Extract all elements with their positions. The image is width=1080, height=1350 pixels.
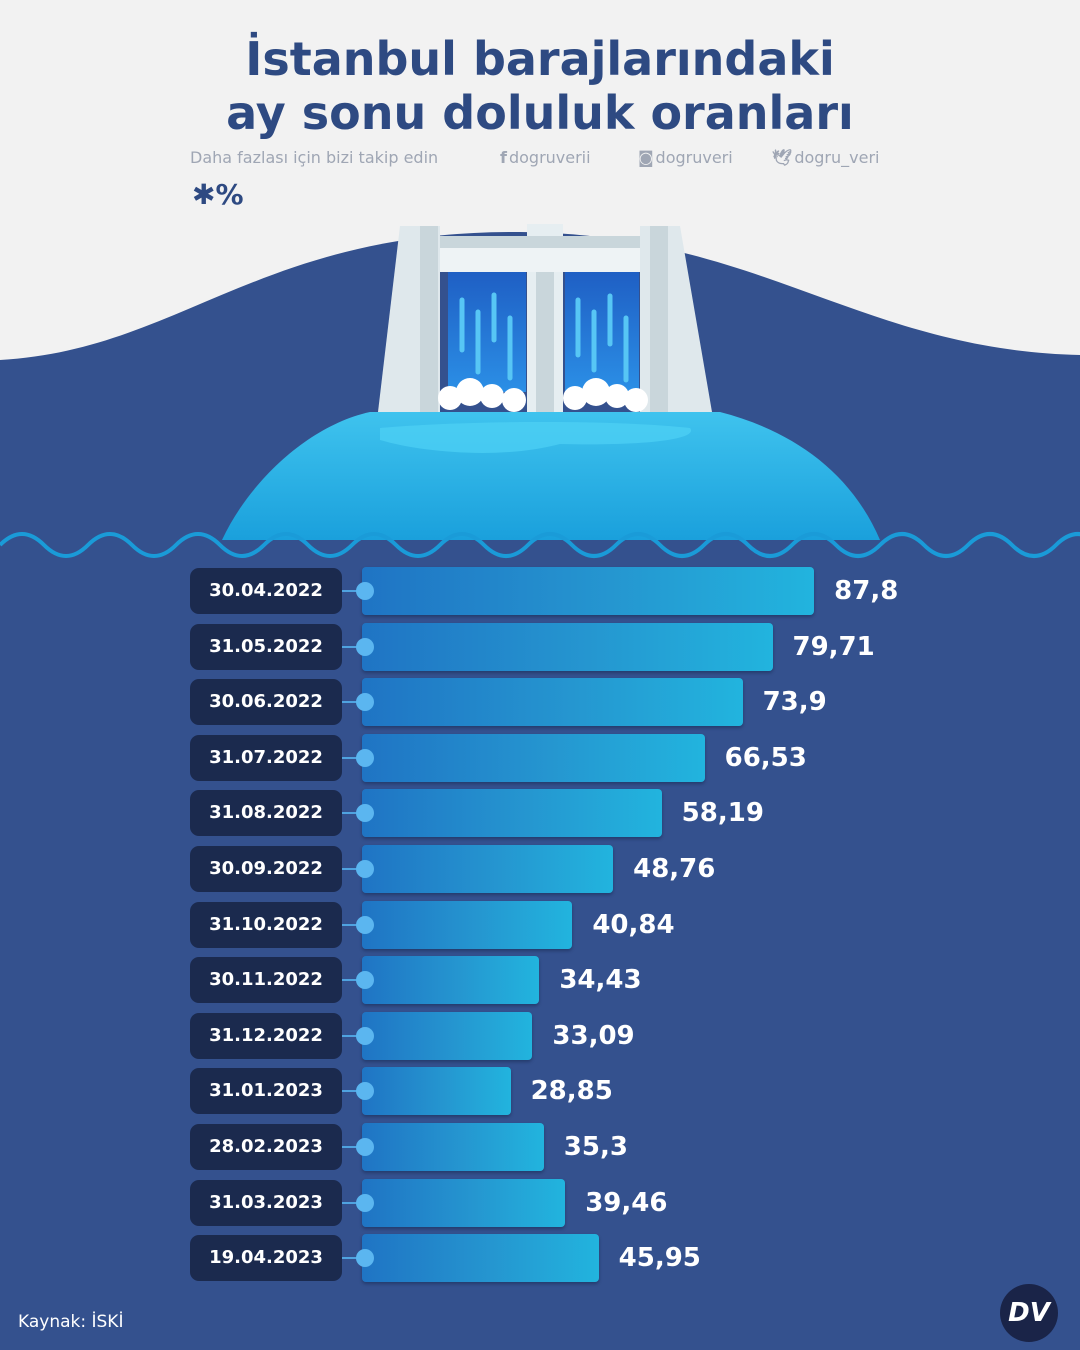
- social-links: Daha fazlası için bizi takip edin f dogru…: [190, 148, 890, 170]
- data-label: 79,71: [792, 631, 875, 662]
- instagram-icon: ◙: [638, 148, 654, 167]
- bar-dot: [356, 1249, 374, 1268]
- facebook-link[interactable]: f dogruverii: [500, 148, 591, 167]
- connector-line: [342, 701, 364, 704]
- bar-dot: [356, 1082, 374, 1101]
- bar-row: 28.02.2023 35,3: [0, 1123, 1080, 1171]
- twitter-icon: 🕊: [772, 148, 793, 167]
- data-label: 73,9: [762, 687, 827, 718]
- title-line-2: ay sonu doluluk oranları: [226, 86, 854, 140]
- bar-dot: [356, 971, 374, 990]
- connector-line: [342, 1146, 364, 1148]
- data-label: 58,19: [681, 798, 764, 829]
- bar-dot: [356, 637, 374, 656]
- twitter-link[interactable]: 🕊 dogru_veri: [772, 148, 879, 167]
- bar-dot: [356, 1138, 374, 1156]
- category-label: 30.11.2022: [190, 957, 342, 1004]
- bar: [362, 956, 540, 1005]
- connector-line: [342, 645, 364, 648]
- bar-dot: [356, 915, 374, 934]
- bar-row: 31.07.2022 66,53: [0, 733, 1080, 782]
- category-label: 19.04.2023: [190, 1235, 342, 1282]
- source-label: Kaynak: İSKİ: [18, 1312, 124, 1332]
- wave-line: [0, 532, 1080, 558]
- connector-line: [342, 1034, 364, 1037]
- bar-dot: [356, 693, 374, 712]
- bar-row: 31.10.2022 40,84: [0, 900, 1080, 949]
- bar: [362, 900, 573, 949]
- data-label: 66,53: [724, 742, 807, 773]
- data-label: 48,76: [633, 854, 716, 884]
- category-label: 31.12.2022: [190, 1012, 342, 1059]
- bar-dot: [356, 860, 374, 878]
- data-label: 87,8: [834, 576, 899, 606]
- category-label: 31.10.2022: [190, 901, 342, 948]
- bar: [362, 1178, 566, 1227]
- category-label: 30.04.2022: [190, 568, 342, 614]
- bar-row: 30.06.2022 73,9: [0, 678, 1080, 727]
- category-label: 31.05.2022: [190, 623, 342, 670]
- category-label: 30.06.2022: [190, 679, 342, 726]
- twitter-handle: dogru_veri: [794, 148, 880, 167]
- connector-line: [342, 868, 364, 870]
- bar: [362, 845, 614, 893]
- bar-row: 19.04.2023 45,95: [0, 1234, 1080, 1283]
- page-title: İstanbul barajlarındaki ay sonu doluluk …: [0, 32, 1080, 140]
- bar-dot: [356, 804, 374, 823]
- bar-row: 31.05.2022 79,71: [0, 622, 1080, 671]
- bar: [362, 1067, 511, 1116]
- category-label: 28.02.2023: [190, 1124, 342, 1170]
- bar-dot: [356, 1193, 374, 1212]
- facebook-icon: f: [500, 148, 507, 167]
- connector-line: [342, 1257, 364, 1260]
- data-label: 34,43: [559, 965, 642, 996]
- bar-dot: [356, 1026, 374, 1045]
- connector-line: [342, 979, 364, 982]
- bar-row: 31.03.2023 39,46: [0, 1178, 1080, 1227]
- connector-line: [342, 1201, 364, 1204]
- follow-text: Daha fazlası için bizi takip edin: [190, 148, 439, 167]
- connector-line: [342, 923, 364, 926]
- category-label: 30.09.2022: [190, 846, 342, 892]
- data-label: 40,84: [592, 909, 675, 940]
- data-label: 39,46: [585, 1187, 668, 1218]
- bar: [362, 1011, 533, 1060]
- bar-dot: [356, 582, 374, 600]
- connector-line: [342, 1090, 364, 1093]
- instagram-handle: dogruveri: [655, 148, 733, 167]
- unit-label: ✱%: [192, 178, 244, 211]
- bar-row: 31.12.2022 33,09: [0, 1011, 1080, 1060]
- bar: [362, 1234, 599, 1283]
- water-pool: [222, 412, 880, 540]
- bar-dot: [356, 748, 374, 767]
- instagram-link[interactable]: ◙ dogruveri: [638, 148, 733, 167]
- category-label: 31.08.2022: [190, 790, 342, 837]
- connector-line: [342, 590, 364, 592]
- bar: [362, 567, 815, 615]
- bar: [362, 622, 773, 671]
- connector-line: [342, 756, 364, 759]
- bar-row: 31.01.2023 28,85: [0, 1067, 1080, 1116]
- data-label: 28,85: [530, 1076, 613, 1107]
- category-label: 31.07.2022: [190, 734, 342, 781]
- facebook-handle: dogruverii: [508, 148, 591, 167]
- dv-logo: DV: [1000, 1284, 1058, 1342]
- data-label: 45,95: [618, 1243, 701, 1274]
- bar-row: 30.04.2022 87,8: [0, 567, 1080, 615]
- bar-row: 30.11.2022 34,43: [0, 956, 1080, 1005]
- data-label: 33,09: [552, 1020, 635, 1051]
- data-label: 35,3: [563, 1132, 628, 1162]
- bar-row: 31.08.2022 58,19: [0, 789, 1080, 838]
- category-label: 31.03.2023: [190, 1179, 342, 1226]
- category-label: 31.01.2023: [190, 1068, 342, 1115]
- bar: [362, 789, 662, 838]
- connector-line: [342, 812, 364, 815]
- title-line-1: İstanbul barajlarındaki: [245, 32, 835, 86]
- bar: [362, 733, 705, 782]
- dam-icon: [378, 224, 712, 412]
- bar-row: 30.09.2022 48,76: [0, 845, 1080, 893]
- bar: [362, 1123, 544, 1171]
- bar: [362, 678, 743, 727]
